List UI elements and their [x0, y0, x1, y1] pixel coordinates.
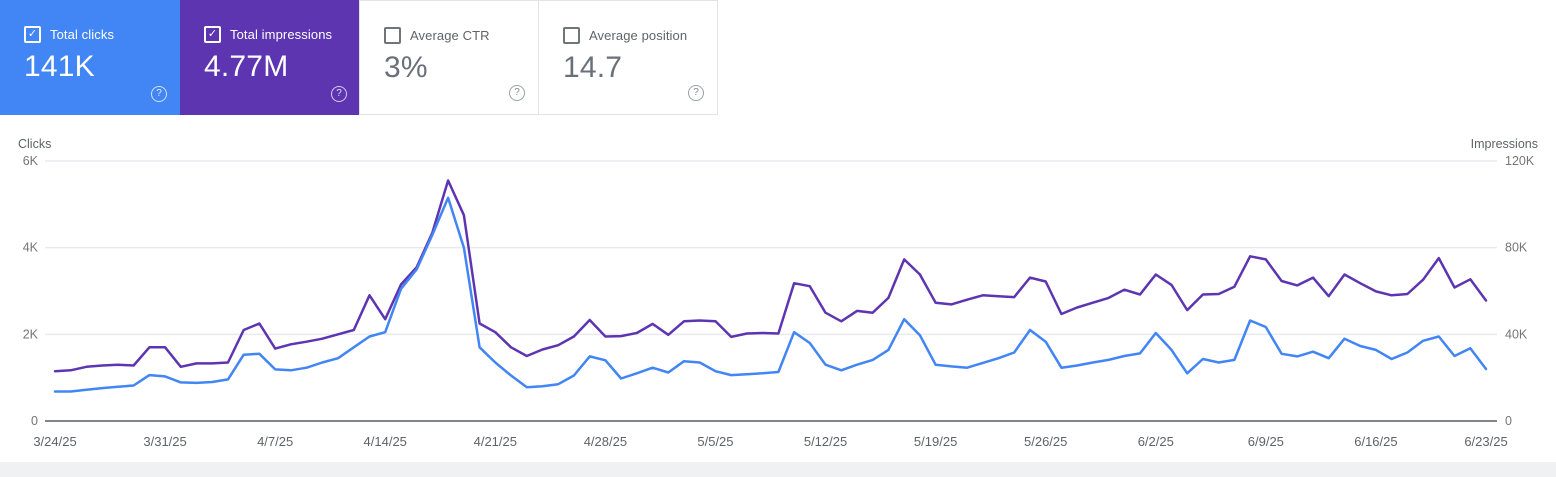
card-header: ✓ Total clicks — [24, 26, 114, 43]
x-axis-date-label: 5/19/25 — [914, 434, 957, 449]
metric-label: Total impressions — [230, 27, 333, 42]
total-clicks-card[interactable]: ✓ Total clicks 141K ? — [0, 0, 180, 115]
x-axis-date-label: 6/2/25 — [1138, 434, 1174, 449]
metric-label: Total clicks — [50, 27, 115, 42]
x-axis-date-label: 4/28/25 — [584, 434, 627, 449]
performance-line-chart[interactable]: 0 0 2K 40K 4K 80K 6K 120K Clicks Impressions 3/24/… — [0, 130, 1556, 462]
metric-label: Average position — [589, 28, 688, 43]
x-axis-date-label: 6/16/25 — [1354, 434, 1397, 449]
clicks-line[interactable] — [53, 196, 1488, 393]
checkbox-checked-icon[interactable]: ✓ — [204, 26, 221, 43]
x-axis-date-label: 5/5/25 — [697, 434, 733, 449]
y-axis-right-tick: 80K — [1505, 241, 1528, 255]
card-header: Average position — [563, 27, 687, 44]
card-header: ✓ Total impressions — [204, 26, 332, 43]
card-header: Average CTR — [384, 27, 490, 44]
right-axis-title: Impressions — [1471, 137, 1538, 151]
y-axis-left-tick: 0 — [31, 414, 38, 428]
x-axis-date-label: 5/26/25 — [1024, 434, 1067, 449]
average-ctr-value: 3% — [384, 51, 428, 84]
impressions-line[interactable] — [53, 179, 1488, 373]
x-axis-date-label: 6/9/25 — [1248, 434, 1284, 449]
x-axis-date-label: 4/7/25 — [257, 434, 293, 449]
y-axis-left-tick: 6K — [23, 154, 39, 168]
metric-label: Average CTR — [410, 28, 490, 43]
left-axis-title: Clicks — [18, 137, 51, 151]
help-icon[interactable]: ? — [151, 86, 167, 102]
y-axis-right-tick: 0 — [1505, 414, 1512, 428]
average-ctr-card[interactable]: Average CTR 3% ? — [359, 0, 539, 115]
average-position-card[interactable]: Average position 14.7 ? — [538, 0, 718, 115]
y-axis-right-tick: 120K — [1505, 154, 1535, 168]
y-axis-right-tick: 40K — [1505, 327, 1528, 341]
y-axis-left-tick: 2K — [23, 327, 39, 341]
help-icon[interactable]: ? — [688, 85, 704, 101]
help-icon[interactable]: ? — [509, 85, 525, 101]
y-axis-left-tick: 4K — [23, 241, 39, 255]
x-axis-date-label: 4/14/25 — [364, 434, 407, 449]
total-impressions-card[interactable]: ✓ Total impressions 4.77M ? — [180, 0, 360, 115]
page-background-strip — [0, 462, 1556, 477]
x-axis-date-label: 4/21/25 — [474, 434, 517, 449]
total-clicks-value: 141K — [24, 50, 95, 83]
checkbox-checked-icon[interactable]: ✓ — [24, 26, 41, 43]
x-axis-date-label: 3/24/25 — [33, 434, 76, 449]
x-axis-date-label: 6/23/25 — [1464, 434, 1507, 449]
help-icon[interactable]: ? — [331, 86, 347, 102]
average-position-value: 14.7 — [563, 51, 623, 84]
x-axis-date-label: 5/12/25 — [804, 434, 847, 449]
x-axis-date-label: 3/31/25 — [143, 434, 186, 449]
metric-cards-row: ✓ Total clicks 141K ? ✓ Total impression… — [0, 0, 718, 115]
total-impressions-value: 4.77M — [204, 50, 289, 83]
checkbox-unchecked-icon[interactable] — [384, 27, 401, 44]
checkbox-unchecked-icon[interactable] — [563, 27, 580, 44]
